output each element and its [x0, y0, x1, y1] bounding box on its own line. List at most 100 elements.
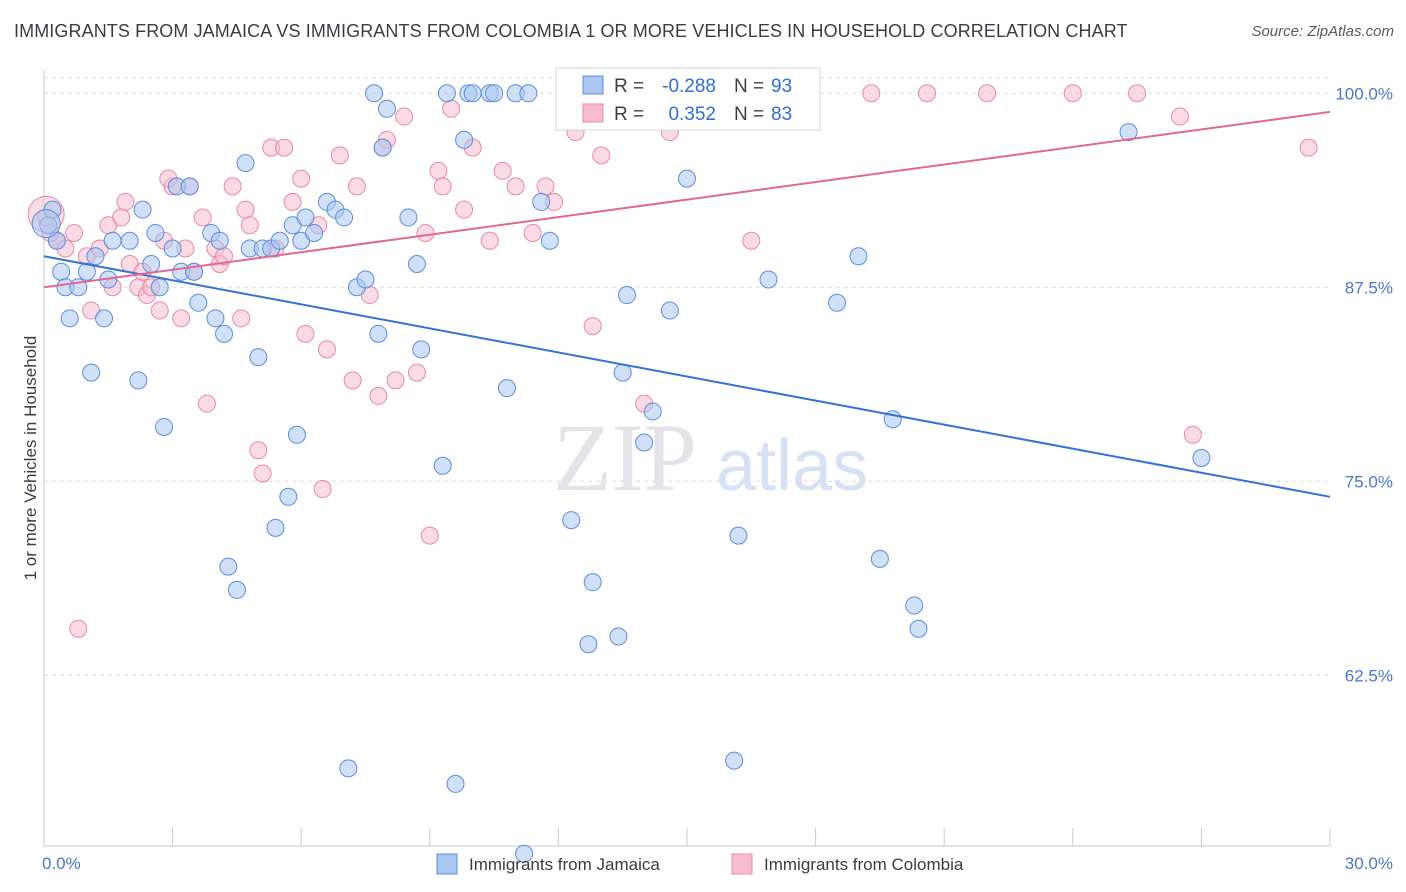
point-colombia — [112, 208, 131, 227]
point-jamaica — [377, 99, 396, 118]
point-jamaica — [95, 309, 114, 328]
point-jamaica — [373, 138, 392, 157]
point-jamaica — [725, 751, 744, 770]
point-colombia — [240, 216, 259, 235]
legend-label-jamaica: Immigrants from Jamaica — [469, 855, 660, 874]
point-jamaica — [279, 487, 298, 506]
point-jamaica — [227, 580, 246, 599]
stats-legend-n-label: N = — [734, 76, 764, 97]
point-jamaica — [1119, 123, 1138, 142]
point-colombia — [275, 138, 294, 157]
point-colombia — [442, 99, 461, 118]
point-jamaica-cluster — [31, 209, 61, 239]
point-colombia — [1299, 138, 1318, 157]
stats-legend-n-value: 93 — [771, 76, 792, 97]
point-jamaica — [270, 231, 289, 250]
point-colombia — [172, 309, 191, 328]
y-tick-label: 75.0% — [1345, 472, 1393, 491]
point-colombia — [536, 177, 555, 196]
point-colombia — [433, 177, 452, 196]
point-colombia — [1170, 107, 1189, 126]
trend-line-jamaica — [43, 255, 1331, 498]
point-colombia — [330, 146, 349, 165]
point-colombia — [69, 619, 88, 638]
point-jamaica — [189, 293, 208, 312]
point-colombia — [395, 107, 414, 126]
point-jamaica — [60, 309, 79, 328]
point-colombia — [429, 161, 448, 180]
point-colombia — [223, 177, 242, 196]
point-jamaica — [455, 130, 474, 149]
point-jamaica — [828, 293, 847, 312]
point-colombia — [236, 200, 255, 219]
point-jamaica — [433, 456, 452, 475]
point-colombia — [317, 340, 336, 359]
point-jamaica — [150, 278, 169, 297]
point-jamaica — [103, 231, 122, 250]
point-jamaica — [562, 511, 581, 530]
point-jamaica — [678, 169, 696, 188]
point-colombia — [150, 301, 169, 320]
point-colombia — [116, 192, 135, 211]
point-colombia — [232, 309, 251, 328]
point-colombia — [343, 371, 362, 390]
point-jamaica — [532, 192, 551, 211]
point-jamaica — [219, 557, 238, 576]
point-jamaica — [446, 774, 465, 793]
chart-source: Source: ZipAtlas.com — [1251, 23, 1394, 40]
point-jamaica — [369, 324, 388, 343]
point-colombia — [407, 363, 426, 382]
point-colombia — [862, 84, 881, 103]
point-colombia — [292, 169, 311, 188]
stats-legend-n-label: N = — [734, 104, 764, 125]
watermark: ZIP atlas — [553, 404, 868, 511]
point-colombia — [455, 200, 474, 219]
point-jamaica — [129, 371, 148, 390]
point-jamaica — [287, 425, 306, 444]
point-colombia — [918, 84, 937, 103]
point-jamaica — [120, 231, 139, 250]
point-colombia — [420, 526, 439, 545]
point-jamaica — [335, 208, 354, 227]
point-jamaica — [407, 255, 426, 273]
point-jamaica — [635, 433, 654, 452]
point-colombia — [193, 208, 212, 227]
point-jamaica — [1192, 449, 1211, 467]
legend-swatch-colombia — [731, 853, 753, 875]
point-jamaica — [412, 340, 431, 359]
point-colombia — [583, 317, 602, 336]
point-jamaica — [86, 247, 105, 266]
point-jamaica — [515, 844, 534, 863]
point-colombia — [506, 177, 525, 196]
x-tick-label: 0.0% — [42, 854, 81, 873]
stats-legend-n-value: 83 — [771, 104, 792, 125]
y-tick-label: 62.5% — [1345, 666, 1393, 685]
point-colombia — [283, 192, 302, 211]
point-jamaica — [583, 573, 602, 592]
point-colombia — [592, 146, 611, 165]
point-colombia — [493, 161, 512, 180]
point-jamaica — [870, 549, 889, 568]
point-jamaica — [849, 247, 868, 266]
point-colombia — [347, 177, 366, 196]
point-jamaica — [266, 518, 285, 537]
stats-legend-swatch-jamaica — [582, 75, 604, 95]
point-jamaica — [643, 402, 662, 421]
point-jamaica — [497, 379, 516, 398]
point-jamaica — [82, 363, 101, 382]
point-jamaica — [155, 417, 174, 436]
point-jamaica — [609, 627, 628, 646]
point-jamaica — [163, 239, 182, 258]
point-jamaica — [249, 348, 268, 367]
y-axis-label: 1 or more Vehicles in Household — [21, 336, 40, 581]
point-jamaica — [236, 154, 255, 173]
point-jamaica — [180, 177, 199, 196]
point-jamaica — [146, 223, 165, 242]
stats-legend-r-label: R = — [614, 76, 644, 97]
stats-legend: R = -0.288 N = 93 R = 0.352 N = 83 — [555, 67, 821, 131]
point-colombia — [197, 394, 216, 413]
stats-legend-r-label: R = — [614, 104, 644, 125]
point-jamaica — [729, 526, 748, 545]
point-colombia — [65, 223, 84, 242]
